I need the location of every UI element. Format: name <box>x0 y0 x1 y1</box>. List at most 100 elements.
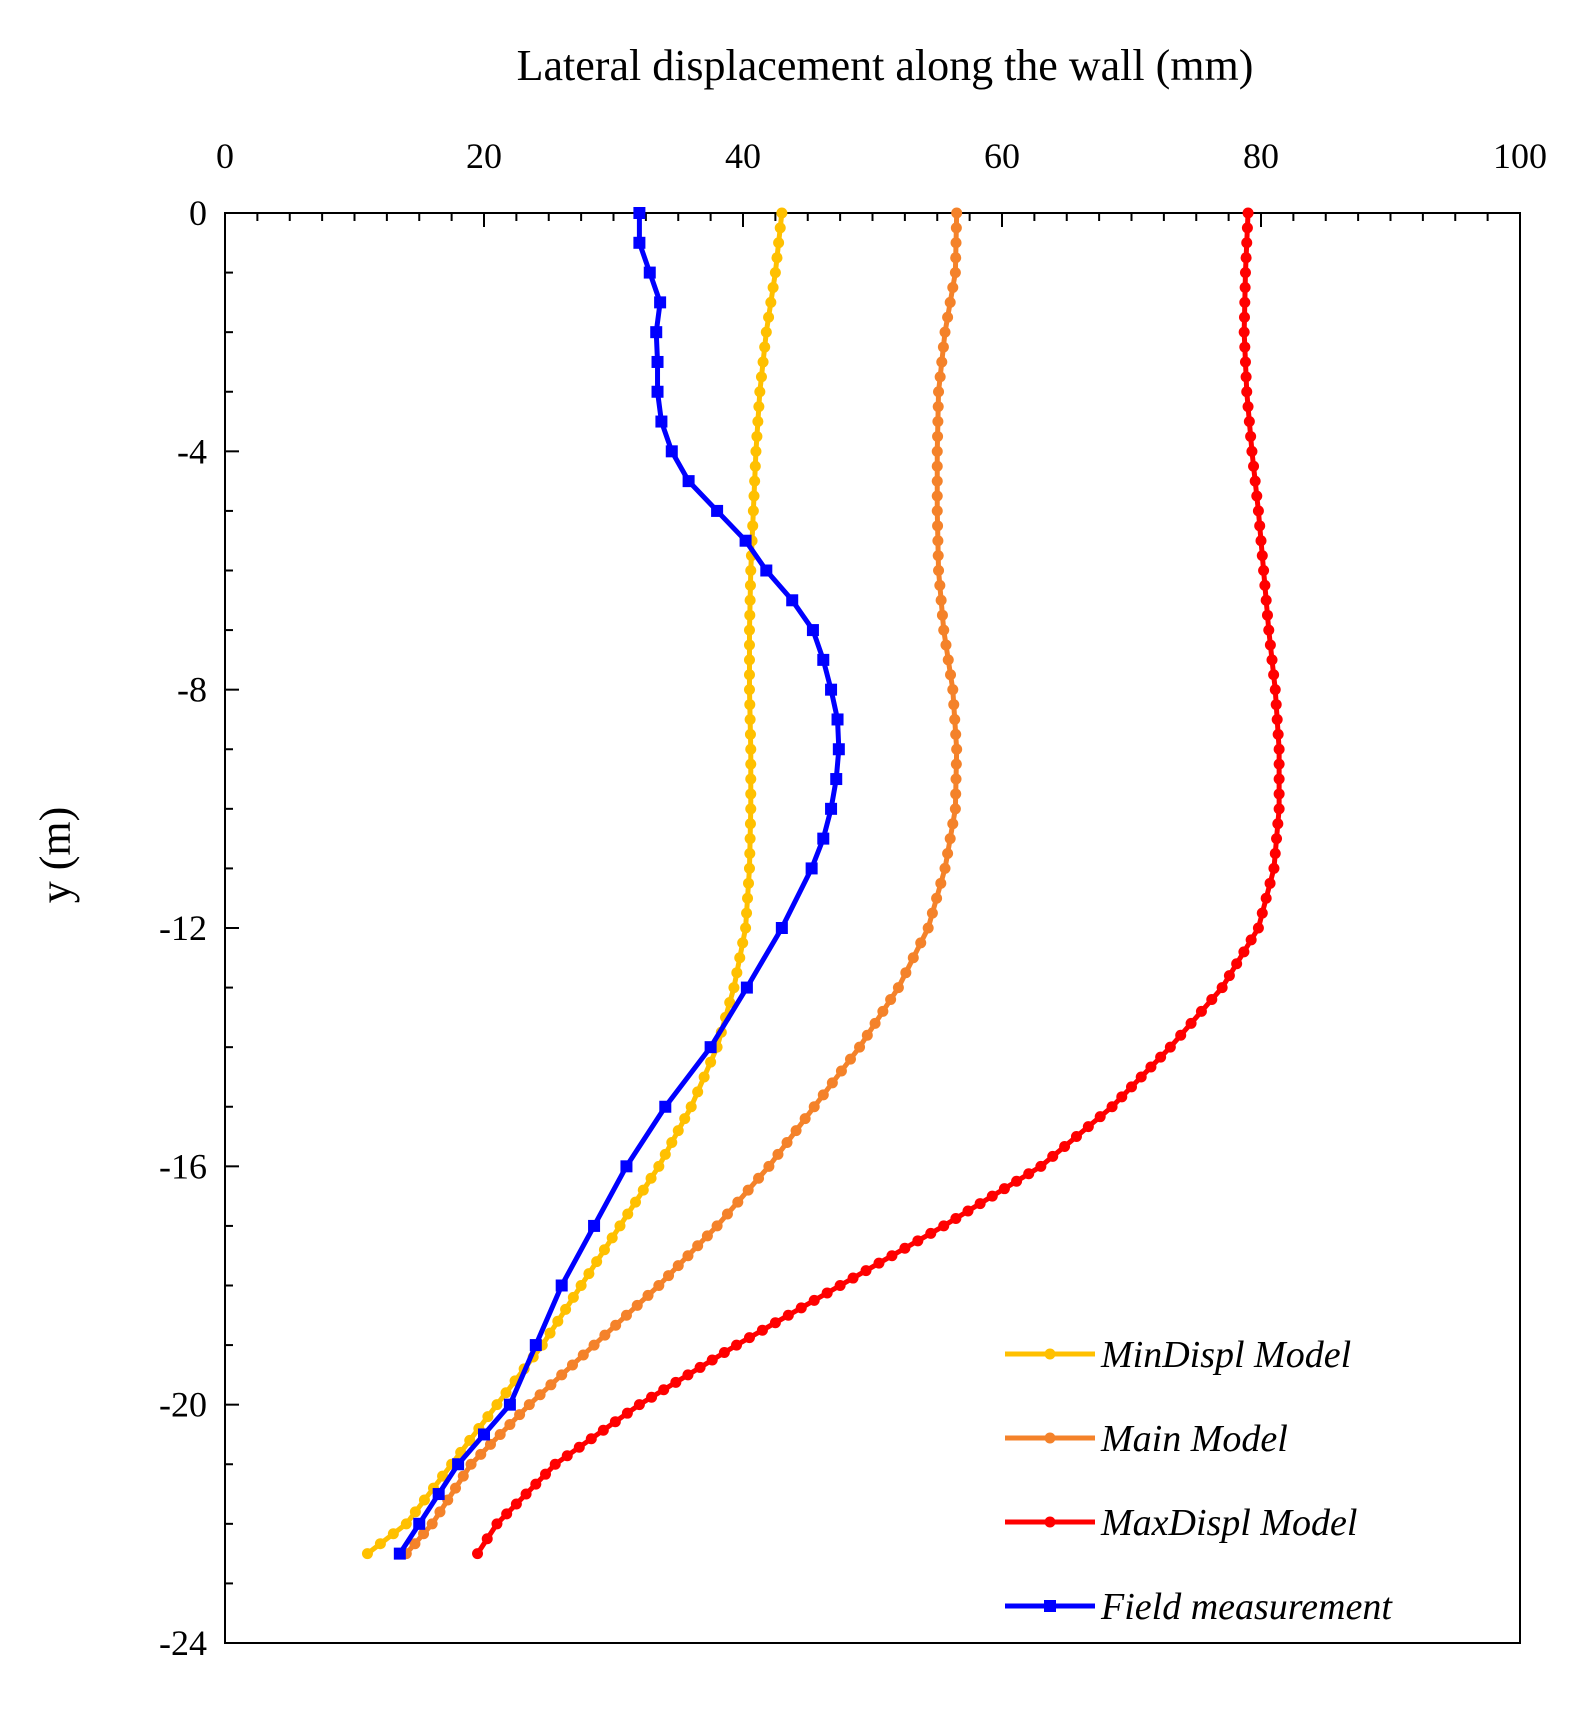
data-point-main-model <box>931 490 943 502</box>
data-point-maxdispl-model <box>1231 958 1243 970</box>
data-point-main-model <box>932 550 944 562</box>
axes: 0 20 40 60 80 100 0 -4 -8 -12 -16 -20 -24 <box>159 136 1547 1663</box>
data-point-maxdispl-model <box>743 1332 755 1344</box>
data-point-field-measurement <box>655 415 668 428</box>
data-point-mindispl-model <box>418 1494 430 1506</box>
data-point-maxdispl-model <box>886 1250 898 1262</box>
data-point-maxdispl-model <box>573 1441 585 1453</box>
data-point-maxdispl-model <box>501 1508 513 1520</box>
data-point-maxdispl-model <box>1272 818 1284 830</box>
data-point-maxdispl-model <box>1206 994 1218 1005</box>
data-point-maxdispl-model <box>1239 296 1251 308</box>
data-point-mindispl-model <box>774 222 786 234</box>
data-point-main-model <box>610 1319 622 1331</box>
data-point-maxdispl-model <box>962 1205 974 1217</box>
data-point-maxdispl-model <box>912 1235 924 1247</box>
data-point-main-model <box>950 728 962 740</box>
data-point-main-model <box>950 773 962 785</box>
data-point-maxdispl-model <box>633 1399 645 1411</box>
data-point-maxdispl-model <box>1246 445 1258 457</box>
data-point-maxdispl-model <box>1260 594 1272 606</box>
data-point-main-model <box>950 788 962 800</box>
data-point-mindispl-model <box>692 1086 704 1098</box>
data-point-mindispl-model <box>598 1244 610 1256</box>
data-point-main-model <box>475 1448 487 1460</box>
data-point-maxdispl-model <box>1258 565 1270 576</box>
data-point-main-model <box>545 1379 557 1391</box>
data-point-main-model <box>940 639 952 651</box>
data-point-mindispl-model <box>743 654 755 666</box>
data-point-main-model <box>763 1160 775 1172</box>
data-point-main-model <box>950 252 962 264</box>
x-tick-label: 80 <box>1243 136 1279 176</box>
data-point-mindispl-model <box>464 1434 476 1446</box>
data-point-maxdispl-model <box>1185 1017 1197 1029</box>
y-tick-label: -24 <box>159 1623 207 1663</box>
data-point-main-model <box>854 1041 866 1053</box>
data-point-field-measurement <box>651 355 664 368</box>
y-tick-label: -20 <box>159 1385 207 1425</box>
data-point-main-model <box>672 1260 684 1272</box>
data-point-main-model <box>944 296 956 308</box>
data-point-main-model <box>877 1005 889 1017</box>
data-point-maxdispl-model <box>998 1183 1010 1195</box>
data-point-mindispl-model <box>744 609 756 621</box>
data-point-field-measurement <box>659 1100 672 1113</box>
data-point-maxdispl-model <box>1239 267 1251 279</box>
data-point-main-model <box>892 982 904 994</box>
data-point-main-model <box>947 818 959 830</box>
data-point-main-model <box>932 416 944 428</box>
data-point-field-measurement <box>620 1160 633 1173</box>
data-point-maxdispl-model <box>950 1212 962 1224</box>
data-point-maxdispl-model <box>1239 356 1251 368</box>
data-point-maxdispl-model <box>938 1220 950 1232</box>
data-point-mindispl-model <box>437 1470 449 1482</box>
data-point-mindispl-model <box>560 1303 572 1315</box>
data-point-main-model <box>861 1029 873 1041</box>
data-point-main-model <box>931 892 943 904</box>
data-point-main-model <box>753 1172 765 1184</box>
data-point-mindispl-model <box>773 237 785 249</box>
data-point-maxdispl-model <box>1241 237 1253 249</box>
data-point-mindispl-model <box>776 207 788 219</box>
data-point-main-model <box>942 311 954 323</box>
data-point-maxdispl-model <box>1249 475 1261 487</box>
data-point-maxdispl-model <box>1047 1150 1059 1162</box>
data-point-main-model <box>949 713 961 725</box>
data-point-main-model <box>742 1184 754 1196</box>
data-point-maxdispl-model <box>1023 1168 1035 1180</box>
legend-entry-maxdispl-model: MaxDispl Model <box>1005 1502 1357 1544</box>
data-point-maxdispl-model <box>549 1458 561 1470</box>
data-point-maxdispl-model <box>520 1488 532 1500</box>
data-point-main-model <box>790 1125 802 1137</box>
data-point-main-model <box>945 669 957 681</box>
data-point-mindispl-model <box>760 326 772 338</box>
data-point-maxdispl-model <box>472 1548 484 1560</box>
data-point-mindispl-model <box>740 922 752 934</box>
data-point-main-model <box>932 520 944 532</box>
data-point-mindispl-model <box>698 1071 710 1083</box>
data-point-field-measurement <box>825 802 838 815</box>
data-point-maxdispl-model <box>1248 460 1260 472</box>
data-point-maxdispl-model <box>646 1391 658 1403</box>
data-point-mindispl-model <box>745 788 757 800</box>
data-point-maxdispl-model <box>1252 505 1264 517</box>
data-point-maxdispl-model <box>1273 803 1285 815</box>
data-point-main-model <box>936 356 948 368</box>
data-point-maxdispl-model <box>1164 1041 1176 1053</box>
data-point-main-model <box>534 1389 546 1401</box>
data-point-maxdispl-model <box>597 1424 609 1436</box>
data-point-mindispl-model <box>767 281 779 293</box>
data-point-field-measurement <box>711 504 724 517</box>
data-point-maxdispl-model <box>1252 922 1264 934</box>
data-point-main-model <box>942 848 954 860</box>
data-point-maxdispl-model <box>1175 1029 1187 1041</box>
series-line-main-model <box>403 210 960 1557</box>
data-point-maxdispl-model <box>621 1407 633 1419</box>
data-point-maxdispl-model <box>860 1265 872 1277</box>
data-point-field-measurement <box>665 445 678 458</box>
data-point-maxdispl-model <box>1269 848 1281 860</box>
data-point-maxdispl-model <box>769 1317 781 1329</box>
data-point-main-model <box>935 877 947 889</box>
data-point-maxdispl-model <box>756 1324 768 1336</box>
